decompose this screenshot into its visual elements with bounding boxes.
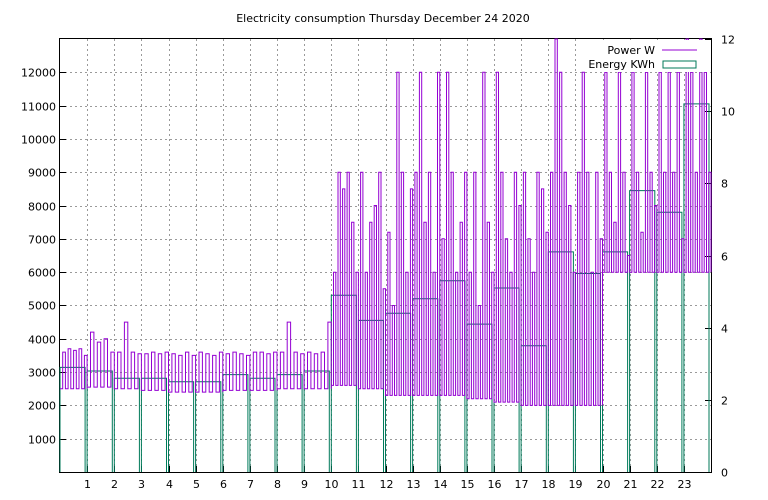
legend-label-energy: Energy KWh [588,58,655,71]
y-tick-label: 5000 [28,300,56,313]
x-tick-label: 23 [678,478,692,491]
y-tick-label: 6000 [28,267,56,280]
energy-kwh-series [59,103,710,472]
x-tick-label: 10 [325,478,339,491]
y2-tick-label: 8 [721,178,728,191]
x-tick-label: 2 [111,478,118,491]
y-tick-label: 3000 [28,367,56,380]
x-tick-label: 15 [461,478,475,491]
y-tick-label: 12000 [21,67,56,80]
x-tick-label: 16 [488,478,502,491]
x-tick-label: 4 [166,478,173,491]
x-tick-label: 1 [84,478,91,491]
power-w-series [60,38,712,406]
y2-tick-label: 6 [721,251,728,264]
x-tick-label: 17 [515,478,529,491]
y2-tick-label: 2 [721,395,728,408]
x-tick-label: 14 [434,478,448,491]
x-tick-label: 5 [193,478,200,491]
right-axis: 0 2 4 6 8 10 12 [705,34,735,480]
x-tick-label: 11 [352,478,366,491]
y-tick-label: 4000 [28,334,56,347]
y2-tick-label: 4 [721,323,728,336]
x-tick-label: 9 [301,478,308,491]
left-axis: 1000 2000 3000 4000 5000 6000 7000 8000 9000 1000… [21,67,66,447]
power-w-line [60,38,712,406]
legend-label-power: Power W [607,44,655,57]
x-tick-label: 13 [407,478,421,491]
y2-tick-label: 12 [721,34,735,47]
x-tick-label: 18 [542,478,556,491]
energy-kwh-line [59,103,710,472]
y-tick-label: 10000 [21,134,56,147]
y-tick-label: 9000 [28,167,56,180]
y2-tick-label: 10 [721,106,735,119]
x-tick-label: 12 [380,478,394,491]
y-tick-label: 8000 [28,201,56,214]
x-tick-label: 8 [274,478,281,491]
x-tick-label: 21 [624,478,638,491]
x-tick-label: 3 [138,478,145,491]
y-tick-label: 2000 [28,400,56,413]
y-tick-label: 1000 [28,434,56,447]
chart-title: Electricity consumption Thursday Decembe… [236,12,530,25]
x-tick-label: 6 [220,478,227,491]
y-tick-label: 7000 [28,234,56,247]
y2-tick-label: 0 [721,467,728,480]
x-tick-label: 19 [569,478,583,491]
x-tick-label: 20 [597,478,611,491]
x-tick-label: 7 [247,478,254,491]
x-tick-label: 22 [651,478,665,491]
legend: Power W Energy KWh [588,40,710,72]
y-tick-label: 11000 [21,101,56,114]
legend-swatch-energy [662,60,697,69]
